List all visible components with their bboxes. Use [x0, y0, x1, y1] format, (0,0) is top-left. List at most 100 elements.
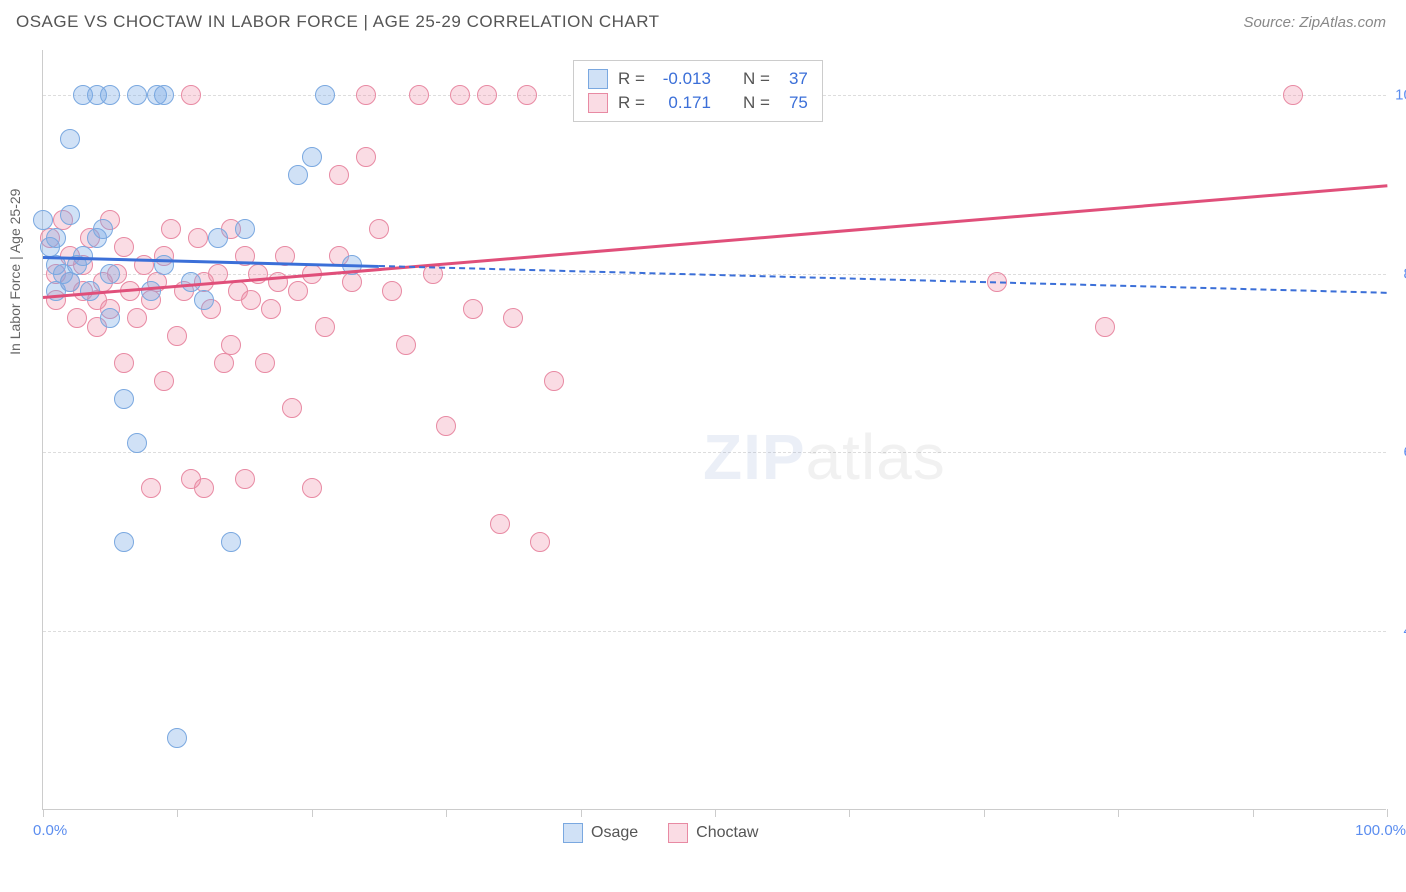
- choctaw-n-label: N =: [743, 93, 770, 113]
- choctaw-point: [409, 85, 429, 105]
- x-tick: [177, 809, 178, 817]
- choctaw-point: [477, 85, 497, 105]
- choctaw-point: [463, 299, 483, 319]
- choctaw-point: [261, 299, 281, 319]
- osage-point: [60, 129, 80, 149]
- osage-r-label: R =: [618, 69, 645, 89]
- x-tick: [312, 809, 313, 817]
- choctaw-point: [356, 147, 376, 167]
- osage-point: [141, 281, 161, 301]
- osage-point: [194, 290, 214, 310]
- chart-title: OSAGE VS CHOCTAW IN LABOR FORCE | AGE 25…: [16, 12, 660, 32]
- choctaw-point: [241, 290, 261, 310]
- choctaw-trend-line: [43, 184, 1387, 299]
- choctaw-point: [141, 478, 161, 498]
- choctaw-point: [221, 335, 241, 355]
- choctaw-point: [181, 85, 201, 105]
- x-tick: [984, 809, 985, 817]
- osage-point: [100, 308, 120, 328]
- choctaw-point: [214, 353, 234, 373]
- osage-point: [127, 433, 147, 453]
- gridline: [43, 631, 1386, 632]
- gridline: [43, 452, 1386, 453]
- choctaw-point: [235, 469, 255, 489]
- x-tick: [43, 809, 44, 817]
- x-tick: [715, 809, 716, 817]
- osage-trend-extrapolation: [379, 265, 1387, 294]
- osage-point: [33, 210, 53, 230]
- y-axis-label: In Labor Force | Age 25-29: [7, 188, 23, 354]
- osage-r-value: -0.013: [655, 69, 711, 89]
- choctaw-legend-swatch: [668, 823, 688, 843]
- header: OSAGE VS CHOCTAW IN LABOR FORCE | AGE 25…: [0, 0, 1406, 40]
- x-tick: [1118, 809, 1119, 817]
- source-label: Source: ZipAtlas.com: [1243, 14, 1386, 31]
- osage-point: [60, 205, 80, 225]
- y-tick-label: 100.0%: [1395, 86, 1406, 103]
- osage-point: [127, 85, 147, 105]
- osage-point: [302, 147, 322, 167]
- osage-point: [221, 532, 241, 552]
- choctaw-point: [329, 165, 349, 185]
- osage-swatch: [588, 69, 608, 89]
- choctaw-point: [1283, 85, 1303, 105]
- choctaw-point: [382, 281, 402, 301]
- choctaw-point: [356, 85, 376, 105]
- choctaw-point: [315, 317, 335, 337]
- choctaw-point: [67, 308, 87, 328]
- osage-point: [93, 219, 113, 239]
- x-axis-max-label: 100.0%: [1355, 822, 1406, 839]
- osage-point: [167, 728, 187, 748]
- osage-legend-label: Osage: [591, 824, 638, 842]
- choctaw-point: [396, 335, 416, 355]
- osage-n-label: N =: [743, 69, 770, 89]
- choctaw-point: [282, 398, 302, 418]
- legend-item-osage: Osage: [563, 823, 638, 843]
- osage-point: [288, 165, 308, 185]
- choctaw-point: [503, 308, 523, 328]
- choctaw-point: [544, 371, 564, 391]
- choctaw-point: [161, 219, 181, 239]
- osage-point: [114, 532, 134, 552]
- watermark-atlas: atlas: [806, 421, 946, 493]
- choctaw-point: [450, 85, 470, 105]
- choctaw-point: [188, 228, 208, 248]
- choctaw-point: [517, 85, 537, 105]
- osage-point: [73, 246, 93, 266]
- choctaw-r-label: R =: [618, 93, 645, 113]
- x-tick: [1253, 809, 1254, 817]
- choctaw-legend-label: Choctaw: [696, 824, 758, 842]
- watermark: ZIPatlas: [703, 420, 946, 494]
- osage-point: [154, 255, 174, 275]
- x-tick: [1387, 809, 1388, 817]
- legend-row-osage: R = -0.013 N = 37: [588, 67, 808, 91]
- choctaw-point: [369, 219, 389, 239]
- osage-point: [114, 389, 134, 409]
- legend-row-choctaw: R = 0.171 N = 75: [588, 91, 808, 115]
- chart-area: In Labor Force | Age 25-29 40.0%60.0%80.…: [42, 50, 1386, 810]
- osage-n-value: 37: [780, 69, 808, 89]
- legend-item-choctaw: Choctaw: [668, 823, 758, 843]
- osage-point: [46, 228, 66, 248]
- osage-point: [100, 264, 120, 284]
- osage-point: [208, 228, 228, 248]
- choctaw-point: [436, 416, 456, 436]
- choctaw-point: [194, 478, 214, 498]
- choctaw-swatch: [588, 93, 608, 113]
- choctaw-point: [114, 353, 134, 373]
- choctaw-point: [167, 326, 187, 346]
- choctaw-point: [114, 237, 134, 257]
- choctaw-point: [1095, 317, 1115, 337]
- watermark-zip: ZIP: [703, 421, 806, 493]
- choctaw-point: [342, 272, 362, 292]
- choctaw-point: [490, 514, 510, 534]
- osage-point: [315, 85, 335, 105]
- choctaw-point: [255, 353, 275, 373]
- osage-point: [100, 85, 120, 105]
- choctaw-r-value: 0.171: [655, 93, 711, 113]
- series-legend: Osage Choctaw: [563, 823, 758, 843]
- osage-point: [154, 85, 174, 105]
- choctaw-point: [302, 478, 322, 498]
- choctaw-point: [154, 371, 174, 391]
- x-tick: [581, 809, 582, 817]
